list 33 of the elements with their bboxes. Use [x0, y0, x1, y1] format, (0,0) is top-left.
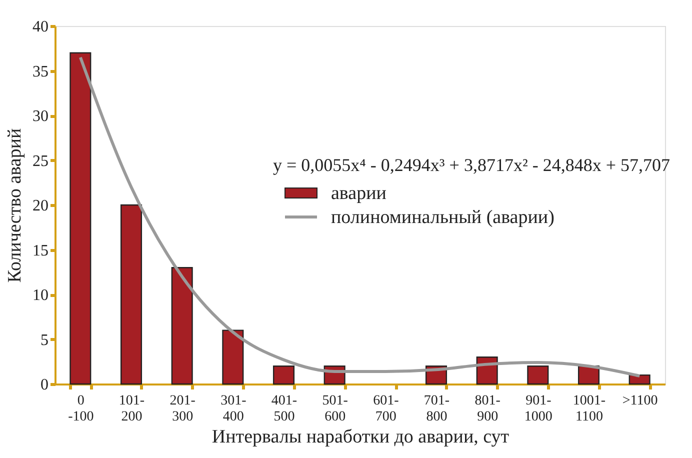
y-tick-label: 30	[32, 108, 48, 125]
y-tick-label: 0	[40, 376, 48, 394]
x-tick-label: 0 -100	[68, 394, 94, 424]
x-tick-label: 701- 800	[424, 394, 450, 424]
y-axis-title: Количество аварий	[4, 128, 26, 283]
x-axis-title: Интервалы наработки до аварии, сут	[212, 426, 510, 448]
bar	[272, 366, 295, 385]
x-tick-label: 301- 400	[220, 394, 247, 424]
y-tick-label: 15	[32, 242, 48, 260]
x-tick-label: 501- 600	[322, 394, 348, 424]
y-tick-label: 20	[32, 198, 48, 214]
x-tick-label: 1001- 1100	[572, 394, 606, 424]
x-tick-label: 201- 300	[170, 394, 196, 424]
x-tick-label: >1100	[622, 394, 658, 408]
x-tick-label: 401- 500	[271, 394, 298, 424]
x-tick-label: 601- 700	[373, 394, 400, 424]
bar	[120, 204, 142, 385]
x-tick-label: 901- 1000	[524, 394, 552, 424]
x-tick-label: 101- 200	[118, 394, 145, 424]
y-tick-label: 35	[32, 63, 48, 80]
legend-label: полиноминальный (аварии)	[331, 207, 554, 228]
annotation: y = 0,0055x⁴ - 0,2494x³ + 3,8717x² - 24,848x + 57,707	[272, 155, 670, 175]
bar	[171, 267, 193, 385]
bar	[527, 366, 549, 385]
y-tick-label: 10	[32, 287, 48, 304]
y-tick-label: 25	[32, 152, 48, 170]
bar	[628, 374, 650, 385]
y-tick-label: 5	[40, 332, 48, 349]
y-tick-label: 40	[32, 18, 48, 36]
legend-label: аварии	[331, 183, 386, 204]
bar	[222, 330, 244, 385]
x-tick-label: 801- 900	[474, 394, 501, 424]
bar	[70, 52, 92, 385]
